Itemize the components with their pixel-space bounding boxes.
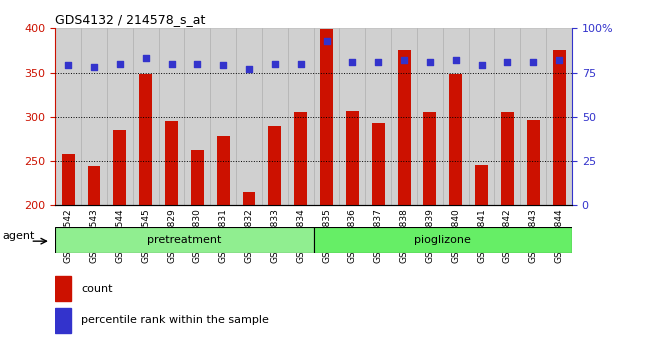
Bar <box>417 28 443 205</box>
Point <box>114 61 125 67</box>
Bar <box>313 227 572 253</box>
Point <box>450 57 461 63</box>
Point <box>296 61 306 67</box>
Point <box>218 63 228 68</box>
Bar <box>262 28 288 205</box>
Bar <box>552 51 566 205</box>
Bar <box>501 113 514 205</box>
Bar <box>55 227 313 253</box>
Text: count: count <box>81 284 112 293</box>
Point <box>399 57 410 63</box>
Text: pretreatment: pretreatment <box>148 235 222 245</box>
Text: GDS4132 / 214578_s_at: GDS4132 / 214578_s_at <box>55 13 205 26</box>
Bar <box>495 28 521 205</box>
Point <box>140 56 151 61</box>
Point <box>347 59 358 65</box>
Point <box>476 63 487 68</box>
Bar <box>236 28 262 205</box>
Bar <box>288 28 313 205</box>
Bar <box>113 130 126 205</box>
Point <box>373 59 384 65</box>
Bar <box>191 149 204 205</box>
Bar <box>55 276 71 301</box>
Bar <box>107 28 133 205</box>
Point <box>192 61 203 67</box>
Bar <box>320 29 333 205</box>
Bar <box>62 154 75 205</box>
Bar <box>443 28 469 205</box>
Point <box>528 59 538 65</box>
Point <box>424 59 435 65</box>
Text: pioglizone: pioglizone <box>415 235 471 245</box>
Point <box>554 57 564 63</box>
Bar <box>88 166 101 205</box>
Point <box>244 66 254 72</box>
Point <box>321 38 332 44</box>
Bar <box>365 28 391 205</box>
Bar <box>294 113 307 205</box>
Text: percentile rank within the sample: percentile rank within the sample <box>81 315 269 325</box>
Point <box>63 63 73 68</box>
Bar <box>133 28 159 205</box>
Bar <box>55 308 71 333</box>
Bar <box>159 28 185 205</box>
Bar <box>398 51 411 205</box>
Bar <box>475 166 488 205</box>
Bar <box>139 74 152 205</box>
Text: agent: agent <box>3 231 35 241</box>
Point <box>166 61 177 67</box>
Bar <box>165 121 178 205</box>
Bar <box>81 28 107 205</box>
Bar <box>216 136 229 205</box>
Bar <box>546 28 572 205</box>
Bar <box>55 28 81 205</box>
Bar <box>423 113 436 205</box>
Bar <box>372 123 385 205</box>
Bar <box>268 126 281 205</box>
Bar <box>339 28 365 205</box>
Bar <box>242 192 255 205</box>
Point <box>502 59 513 65</box>
Bar <box>211 28 236 205</box>
Bar <box>526 120 539 205</box>
Bar <box>449 74 462 205</box>
Point <box>89 64 99 70</box>
Bar <box>469 28 495 205</box>
Point <box>270 61 280 67</box>
Bar <box>313 28 339 205</box>
Bar <box>346 110 359 205</box>
Bar <box>391 28 417 205</box>
Bar <box>185 28 211 205</box>
Bar <box>521 28 546 205</box>
